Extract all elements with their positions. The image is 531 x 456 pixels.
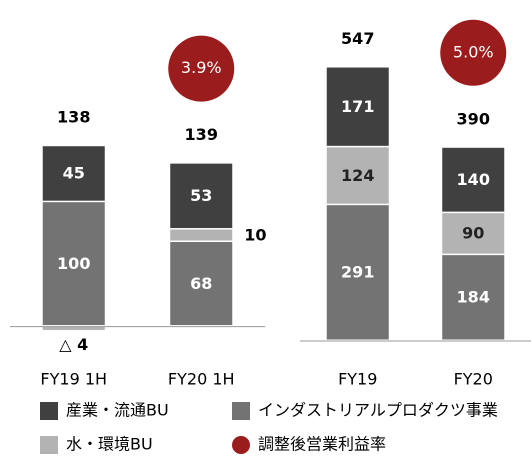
bar-segment (170, 229, 233, 241)
value-label: 184 (457, 288, 490, 307)
bar-segment (170, 163, 233, 229)
bar-segment (326, 67, 389, 146)
value-label: 171 (341, 97, 374, 116)
value-label: 124 (341, 166, 374, 185)
bar-segment (442, 147, 505, 212)
value-label: 140 (457, 170, 490, 189)
value-label: 10 (244, 225, 266, 244)
bar-segment (42, 146, 105, 201)
value-label: 68 (190, 274, 212, 293)
bar-segment (42, 202, 105, 326)
legend-swatch (40, 402, 58, 420)
bar-segment (326, 205, 389, 340)
legend-label: インダストリアルプロダクツ事業 (258, 401, 498, 420)
x-tick-label: FY20 1H (168, 370, 235, 389)
legend-swatch (232, 402, 250, 420)
margin-label: 3.9% (181, 58, 222, 77)
value-label: 291 (341, 263, 374, 282)
value-label: 90 (462, 224, 484, 243)
x-tick-label: FY20 (454, 370, 493, 389)
value-label: △ 4 (59, 335, 88, 354)
margin-label: 5.0% (453, 42, 494, 61)
value-label: 45 (63, 164, 85, 183)
bar-segment (326, 147, 389, 204)
value-label: 100 (57, 254, 90, 273)
bar-segment (170, 241, 233, 326)
bar-segment (442, 255, 505, 340)
total-label: 390 (457, 109, 490, 128)
legend-label: 調整後営業利益率 (258, 435, 386, 454)
x-tick-label: FY19 1H (40, 370, 107, 389)
bar-segment (442, 213, 505, 254)
total-label: 547 (341, 29, 374, 48)
total-label: 139 (185, 125, 218, 144)
legend-label: 水・環境BU (66, 435, 153, 454)
bar-segment (42, 326, 105, 331)
total-label: 138 (57, 108, 90, 127)
value-label: 53 (190, 186, 212, 205)
margin-circle (168, 35, 235, 102)
legend-swatch (40, 436, 58, 454)
legend-label: 産業・流通BU (66, 401, 169, 420)
x-tick-label: FY19 (338, 370, 377, 389)
legend-swatch (232, 436, 250, 454)
margin-circle (440, 19, 507, 86)
